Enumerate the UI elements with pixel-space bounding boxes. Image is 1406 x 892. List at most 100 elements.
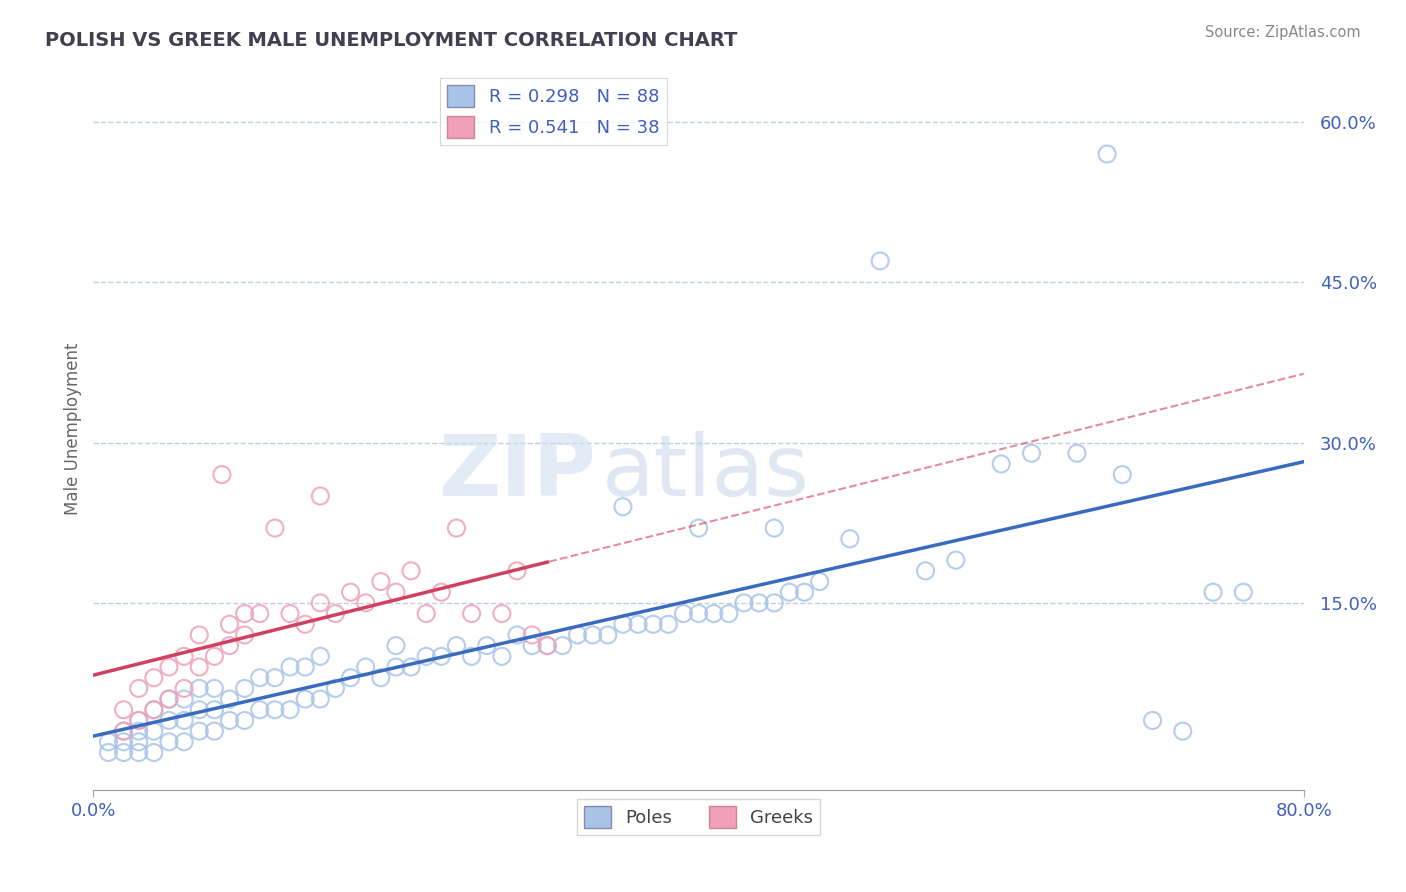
- Point: [294, 692, 316, 706]
- Point: [97, 735, 120, 749]
- Point: [551, 639, 574, 653]
- Text: atlas: atlas: [602, 431, 810, 514]
- Point: [233, 607, 256, 621]
- Point: [142, 671, 165, 685]
- Point: [339, 585, 361, 599]
- Text: Source: ZipAtlas.com: Source: ZipAtlas.com: [1205, 25, 1361, 40]
- Point: [128, 746, 150, 760]
- Point: [128, 681, 150, 696]
- Point: [218, 692, 240, 706]
- Point: [233, 681, 256, 696]
- Point: [914, 564, 936, 578]
- Point: [157, 735, 180, 749]
- Point: [399, 564, 422, 578]
- Point: [748, 596, 770, 610]
- Point: [97, 746, 120, 760]
- Point: [672, 607, 695, 621]
- Point: [249, 671, 271, 685]
- Point: [582, 628, 605, 642]
- Point: [793, 585, 815, 599]
- Point: [112, 724, 135, 739]
- Point: [173, 681, 195, 696]
- Point: [596, 628, 619, 642]
- Point: [385, 585, 408, 599]
- Point: [370, 671, 392, 685]
- Point: [218, 617, 240, 632]
- Point: [385, 660, 408, 674]
- Y-axis label: Male Unemployment: Male Unemployment: [65, 343, 82, 516]
- Point: [157, 692, 180, 706]
- Point: [202, 681, 225, 696]
- Point: [249, 703, 271, 717]
- Point: [218, 639, 240, 653]
- Point: [612, 617, 634, 632]
- Point: [370, 574, 392, 589]
- Point: [1202, 585, 1225, 599]
- Point: [218, 714, 240, 728]
- Point: [188, 703, 211, 717]
- Point: [1111, 467, 1133, 482]
- Point: [188, 660, 211, 674]
- Point: [763, 596, 786, 610]
- Point: [460, 649, 482, 664]
- Point: [657, 617, 679, 632]
- Point: [309, 692, 332, 706]
- Point: [128, 724, 150, 739]
- Point: [733, 596, 755, 610]
- Point: [838, 532, 860, 546]
- Point: [249, 607, 271, 621]
- Point: [763, 521, 786, 535]
- Point: [945, 553, 967, 567]
- Text: ZIP: ZIP: [437, 431, 596, 514]
- Point: [278, 703, 301, 717]
- Point: [157, 692, 180, 706]
- Point: [128, 714, 150, 728]
- Point: [703, 607, 725, 621]
- Point: [112, 724, 135, 739]
- Point: [688, 607, 710, 621]
- Point: [211, 467, 233, 482]
- Point: [142, 746, 165, 760]
- Point: [1095, 147, 1118, 161]
- Point: [1232, 585, 1254, 599]
- Point: [643, 617, 665, 632]
- Point: [808, 574, 831, 589]
- Point: [202, 724, 225, 739]
- Point: [612, 500, 634, 514]
- Point: [173, 692, 195, 706]
- Point: [1171, 724, 1194, 739]
- Legend: Poles, Greeks: Poles, Greeks: [576, 798, 820, 835]
- Point: [157, 660, 180, 674]
- Point: [173, 649, 195, 664]
- Point: [309, 489, 332, 503]
- Point: [325, 607, 347, 621]
- Point: [536, 639, 558, 653]
- Point: [627, 617, 650, 632]
- Point: [309, 596, 332, 610]
- Point: [112, 703, 135, 717]
- Point: [233, 628, 256, 642]
- Point: [173, 735, 195, 749]
- Point: [339, 671, 361, 685]
- Point: [128, 714, 150, 728]
- Point: [1142, 714, 1164, 728]
- Point: [294, 617, 316, 632]
- Point: [506, 564, 529, 578]
- Point: [264, 671, 287, 685]
- Point: [278, 660, 301, 674]
- Point: [399, 660, 422, 674]
- Point: [188, 628, 211, 642]
- Point: [173, 714, 195, 728]
- Point: [264, 703, 287, 717]
- Point: [1066, 446, 1088, 460]
- Point: [536, 639, 558, 653]
- Point: [491, 649, 513, 664]
- Point: [142, 724, 165, 739]
- Point: [520, 628, 543, 642]
- Point: [157, 714, 180, 728]
- Point: [491, 607, 513, 621]
- Point: [325, 681, 347, 696]
- Point: [233, 714, 256, 728]
- Point: [520, 639, 543, 653]
- Point: [354, 660, 377, 674]
